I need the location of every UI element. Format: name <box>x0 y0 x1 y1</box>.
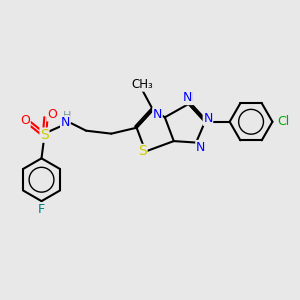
Text: O: O <box>20 114 30 127</box>
Text: CH₃: CH₃ <box>132 78 153 91</box>
Text: N: N <box>153 108 162 121</box>
Text: Cl: Cl <box>278 115 290 128</box>
Text: H: H <box>63 111 71 121</box>
Text: O: O <box>47 108 57 121</box>
Text: S: S <box>40 128 49 142</box>
Text: S: S <box>138 145 147 158</box>
Text: F: F <box>38 203 45 216</box>
Text: N: N <box>196 140 205 154</box>
Text: N: N <box>182 91 192 104</box>
Text: N: N <box>61 116 70 129</box>
Text: N: N <box>203 112 213 125</box>
Text: N: N <box>184 92 193 104</box>
